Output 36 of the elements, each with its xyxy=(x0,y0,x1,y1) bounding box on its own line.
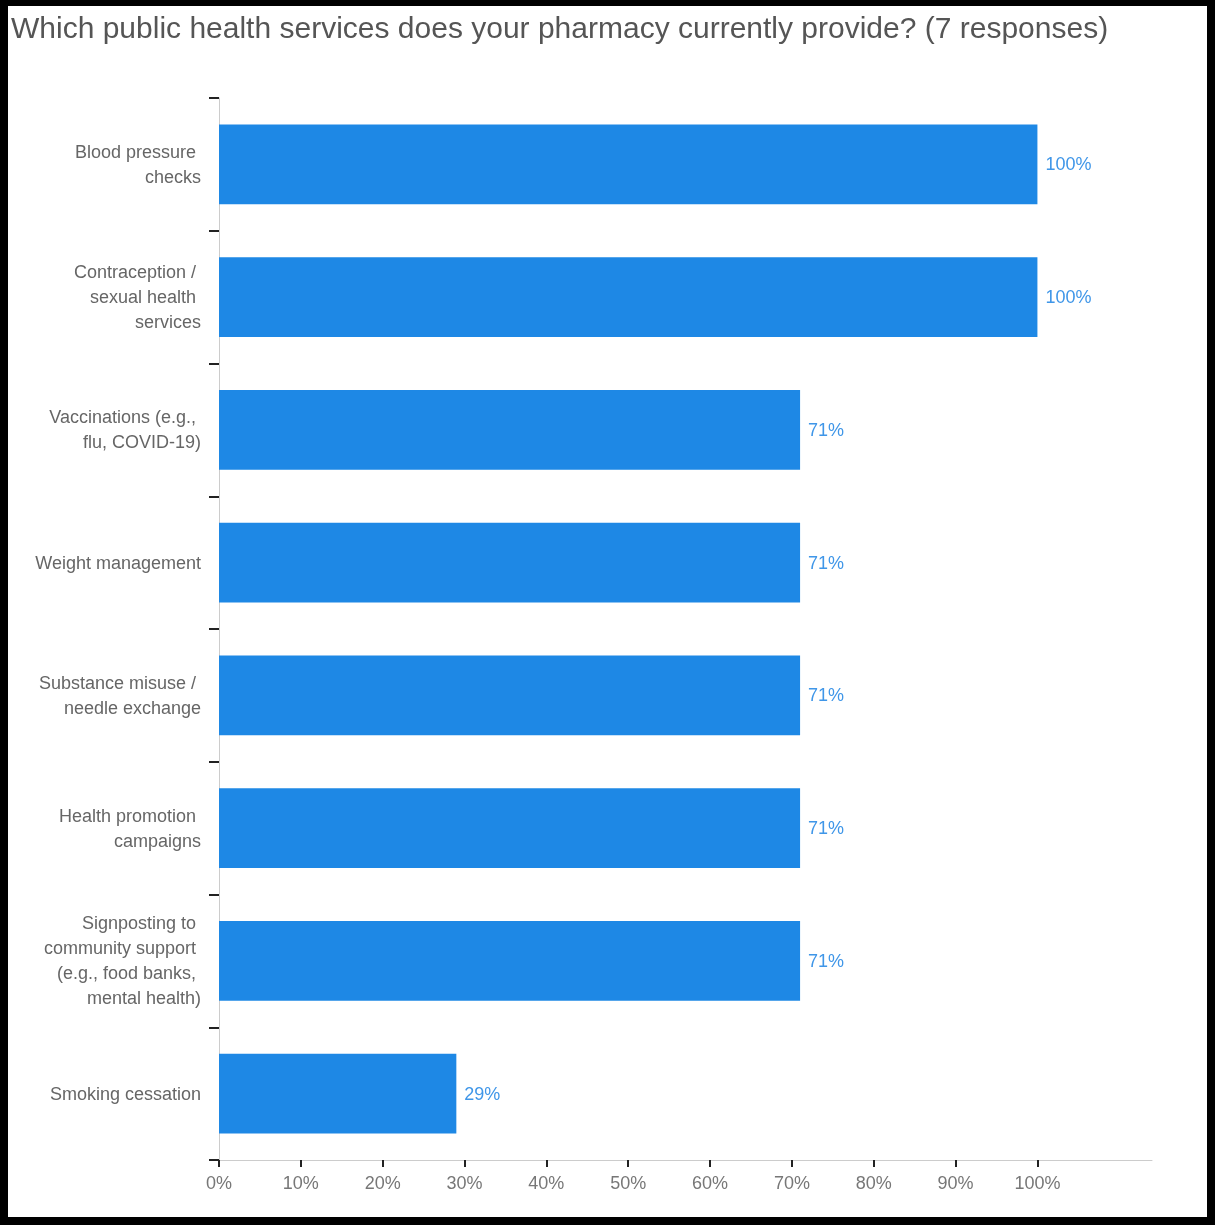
x-tick-label: 60% xyxy=(692,1173,729,1193)
y-tick-label: Signposting to community support (e.g., food banks, mental health) xyxy=(43,913,201,1009)
data-label: 100% xyxy=(1045,154,1092,175)
y-tick-label: Health promotion campaigns xyxy=(58,805,201,851)
data-label: 71% xyxy=(808,950,845,971)
data-label: 100% xyxy=(1045,287,1092,308)
bar xyxy=(219,522,801,603)
y-tick-label: Substance misuse / needle exchange xyxy=(38,672,201,718)
bar xyxy=(219,788,801,868)
y-tick-label: Blood pressure checks xyxy=(74,141,201,187)
x-tick-label: 10% xyxy=(282,1173,319,1193)
data-label: 71% xyxy=(808,818,845,839)
x-tick-label: 80% xyxy=(855,1173,892,1193)
x-tick-label: 50% xyxy=(610,1173,647,1193)
bar xyxy=(219,655,801,736)
bar xyxy=(219,1053,457,1134)
x-tick-label: 70% xyxy=(773,1173,810,1193)
data-label: 29% xyxy=(464,1083,501,1104)
y-tick-label: Weight management xyxy=(35,552,201,573)
data-label: 71% xyxy=(808,685,845,706)
x-tick-label: 20% xyxy=(364,1173,401,1193)
y-tick-label: Vaccinations (e.g., flu, COVID-19) xyxy=(49,407,201,453)
data-label: 71% xyxy=(808,419,845,440)
data-label: 71% xyxy=(808,552,845,573)
x-tick-label: 30% xyxy=(446,1173,483,1193)
x-tick-label: 100% xyxy=(1014,1173,1061,1193)
bar xyxy=(219,124,1038,205)
x-tick-label: 90% xyxy=(937,1173,974,1193)
y-tick-label: Contraception / sexual health services xyxy=(73,262,201,333)
bar xyxy=(219,921,801,1001)
chart-title: Which public health services does your pharmacy currently provide? (7 responses) xyxy=(11,10,1109,44)
bar xyxy=(219,257,1038,337)
x-tick-label: 0% xyxy=(205,1173,233,1193)
bar xyxy=(219,390,801,470)
y-tick-label: Smoking cessation xyxy=(49,1083,201,1104)
x-tick-label: 40% xyxy=(528,1173,565,1193)
